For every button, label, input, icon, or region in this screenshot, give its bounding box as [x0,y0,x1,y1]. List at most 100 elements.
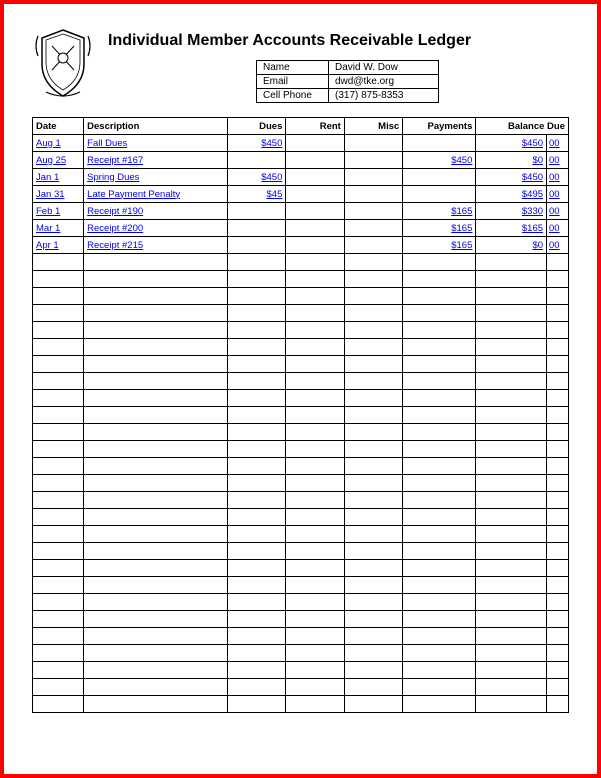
ledger-row-empty [33,543,569,560]
cell-date[interactable]: Mar 1 [33,220,84,237]
ledger-row-empty [33,254,569,271]
ledger-row-empty [33,611,569,628]
cell-dues [227,152,285,169]
col-rent: Rent [286,118,344,135]
cell-rent [286,220,344,237]
ledger-row: Feb 1Receipt #190 $165$33000 [33,203,569,220]
cell-balance[interactable]: $330 [476,203,547,220]
info-phone-label: Cell Phone [257,89,329,103]
crest-icon [32,26,94,100]
ledger-row-empty [33,305,569,322]
cell-payments[interactable]: $165 [403,203,476,220]
cell-description[interactable]: Receipt #167 [84,152,228,169]
cell-payments[interactable]: $165 [403,220,476,237]
ledger-row-empty [33,441,569,458]
ledger-row: Jan 1Spring Dues$450$45000 [33,169,569,186]
page-title: Individual Member Accounts Receivable Le… [108,32,569,50]
ledger-row-empty [33,509,569,526]
cell-rent [286,135,344,152]
cell-dues[interactable]: $45 [227,186,285,203]
cell-description[interactable]: Fall Dues [84,135,228,152]
ledger-header-row: Date Description Dues Rent Misc Payments… [33,118,569,135]
ledger-table: Date Description Dues Rent Misc Payments… [32,117,569,713]
ledger-row-empty [33,492,569,509]
cell-date[interactable]: Jan 1 [33,169,84,186]
cell-dues[interactable]: $450 [227,135,285,152]
member-info-table: Name David W. Dow Email dwd@tke.org Cell… [256,60,439,103]
cell-dues[interactable]: $450 [227,169,285,186]
col-dues: Dues [227,118,285,135]
cell-balance[interactable]: $450 [476,169,547,186]
cell-dues [227,237,285,254]
info-phone-value: (317) 875-8353 [329,89,439,103]
cell-date[interactable]: Apr 1 [33,237,84,254]
col-misc: Misc [344,118,402,135]
ledger-row-empty [33,560,569,577]
cell-rent [286,203,344,220]
ledger-row-empty [33,628,569,645]
ledger-row-empty [33,594,569,611]
col-description: Description [84,118,228,135]
cell-date[interactable]: Aug 1 [33,135,84,152]
ledger-row: Aug 1Fall Dues$450$45000 [33,135,569,152]
ledger-row-empty [33,458,569,475]
cell-rent [286,186,344,203]
col-payments: Payments [403,118,476,135]
cell-cents[interactable]: 00 [547,237,569,254]
cell-misc [344,135,402,152]
ledger-row-empty [33,577,569,594]
ledger-row-empty [33,696,569,713]
cell-payments[interactable]: $450 [403,152,476,169]
cell-rent [286,169,344,186]
info-name-value: David W. Dow [329,61,439,75]
cell-description[interactable]: Receipt #215 [84,237,228,254]
col-date: Date [33,118,84,135]
ledger-row-empty [33,645,569,662]
cell-payments [403,169,476,186]
cell-balance[interactable]: $0 [476,237,547,254]
info-email-value: dwd@tke.org [329,75,439,89]
cell-cents[interactable]: 00 [547,135,569,152]
cell-payments [403,135,476,152]
cell-balance[interactable]: $0 [476,152,547,169]
ledger-row-empty [33,526,569,543]
col-balance: Balance Due [476,118,569,135]
ledger-row-empty [33,271,569,288]
cell-cents[interactable]: 00 [547,152,569,169]
cell-date[interactable]: Jan 31 [33,186,84,203]
ledger-row-empty [33,288,569,305]
cell-dues [227,220,285,237]
cell-description[interactable]: Late Payment Penalty [84,186,228,203]
ledger-row-empty [33,407,569,424]
cell-misc [344,237,402,254]
cell-description[interactable]: Receipt #200 [84,220,228,237]
cell-date[interactable]: Feb 1 [33,203,84,220]
cell-misc [344,203,402,220]
cell-rent [286,152,344,169]
cell-balance[interactable]: $495 [476,186,547,203]
ledger-row: Jan 31Late Payment Penalty$45 $49500 [33,186,569,203]
cell-payments [403,186,476,203]
ledger-body: Aug 1Fall Dues$450$45000Aug 25Receipt #1… [33,135,569,713]
cell-description[interactable]: Receipt #190 [84,203,228,220]
cell-date[interactable]: Aug 25 [33,152,84,169]
ledger-row-empty [33,475,569,492]
cell-cents[interactable]: 00 [547,186,569,203]
cell-cents[interactable]: 00 [547,203,569,220]
ledger-row-empty [33,679,569,696]
cell-balance[interactable]: $165 [476,220,547,237]
info-name-label: Name [257,61,329,75]
cell-payments[interactable]: $165 [403,237,476,254]
ledger-row-empty [33,339,569,356]
cell-cents[interactable]: 00 [547,169,569,186]
ledger-row-empty [33,424,569,441]
ledger-row: Apr 1Receipt #215 $165$000 [33,237,569,254]
cell-description[interactable]: Spring Dues [84,169,228,186]
cell-misc [344,169,402,186]
cell-cents[interactable]: 00 [547,220,569,237]
cell-balance[interactable]: $450 [476,135,547,152]
header-content: Individual Member Accounts Receivable Le… [108,26,569,103]
header: Individual Member Accounts Receivable Le… [32,26,569,103]
ledger-row-empty [33,356,569,373]
ledger-row-empty [33,322,569,339]
